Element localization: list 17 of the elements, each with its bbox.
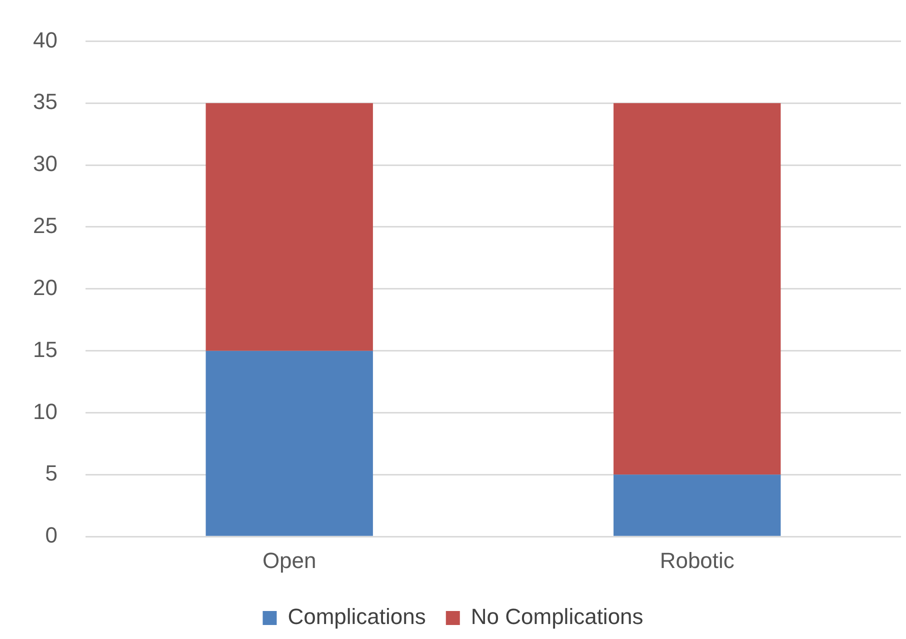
- y-tick-label: 5: [45, 460, 58, 486]
- bar: [206, 350, 373, 536]
- bar: [206, 103, 373, 351]
- y-tick-label: 10: [32, 398, 58, 424]
- y-tick-label: 0: [45, 522, 58, 548]
- y-tick-label: 20: [32, 274, 58, 300]
- bar: [614, 103, 781, 475]
- y-tick-label: 40: [32, 27, 58, 52]
- legend-label: Complications: [288, 604, 426, 630]
- y-tick-label: 35: [32, 89, 58, 114]
- y-tick-label: 15: [32, 336, 58, 362]
- bar: [614, 474, 781, 536]
- y-tick-label: 25: [32, 213, 58, 238]
- legend-label: No Complications: [470, 604, 644, 630]
- x-tick-label: Open: [262, 548, 316, 573]
- x-tick-label: Robotic: [660, 548, 734, 573]
- y-tick-label: 30: [32, 151, 58, 176]
